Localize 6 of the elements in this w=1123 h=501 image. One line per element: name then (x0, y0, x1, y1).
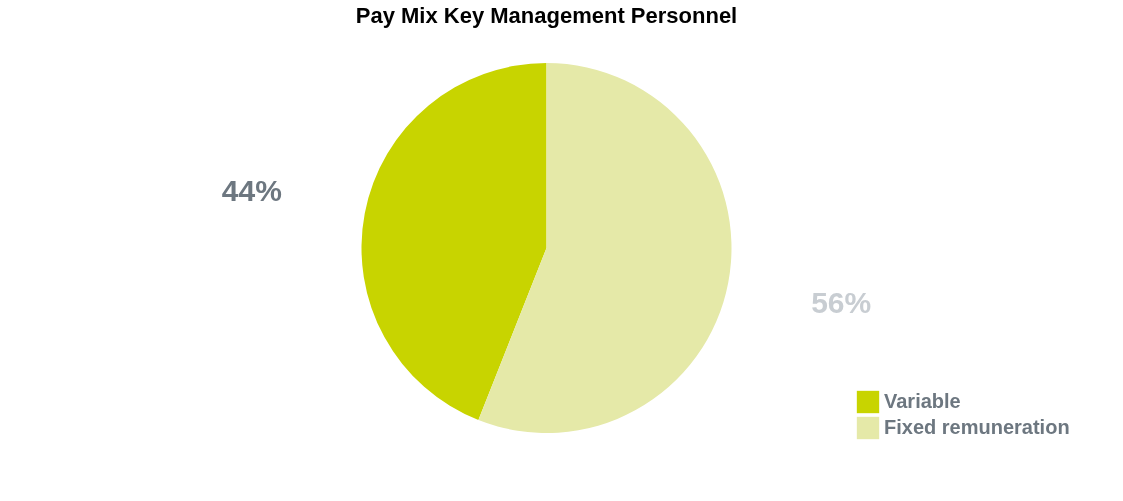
pie-slice (361, 63, 547, 421)
data-label: 44% (221, 173, 282, 207)
legend-label: Fixed remuneration (884, 416, 1070, 438)
pie-slice (478, 63, 732, 433)
chart-title: Pay Mix Key Management Personnel (355, 3, 738, 28)
legend-label: Variable (884, 390, 961, 412)
